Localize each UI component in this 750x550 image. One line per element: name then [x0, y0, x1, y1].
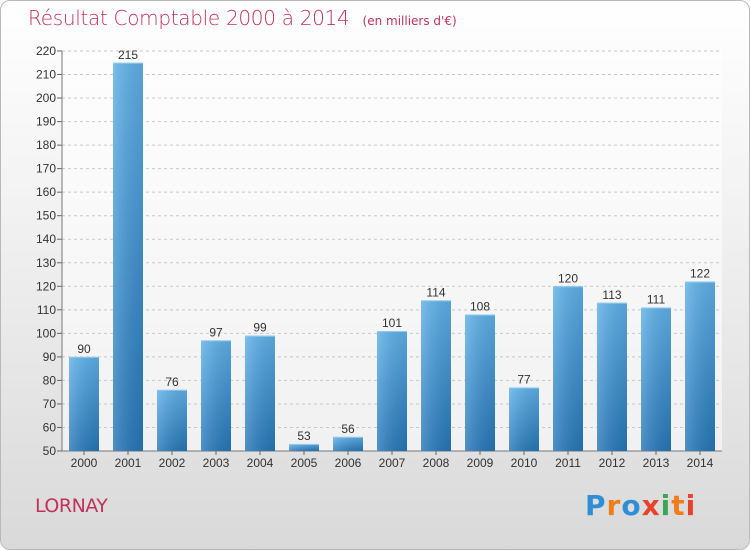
- value-label-2006: 56: [341, 422, 355, 436]
- value-label-2009: 108: [470, 300, 490, 314]
- x-tick-label-2005: 2005: [291, 456, 318, 470]
- bar-shade-2004: [245, 335, 275, 451]
- logo-letter: x: [641, 489, 661, 522]
- x-tick-label-2011: 2011: [555, 456, 581, 470]
- bar-shade-2012: [597, 302, 627, 451]
- y-tick-label: 80: [43, 373, 57, 387]
- y-tick-label: 210: [36, 68, 56, 82]
- value-label-2010: 77: [517, 372, 531, 386]
- logo-letter: r: [606, 489, 622, 522]
- value-label-2003: 97: [209, 325, 223, 339]
- value-label-2000: 90: [77, 342, 91, 356]
- x-tick-label-2008: 2008: [423, 456, 450, 470]
- x-tick-label-2000: 2000: [71, 456, 98, 470]
- value-label-2008: 114: [426, 285, 445, 299]
- commune-name: LORNAY: [35, 495, 108, 517]
- bar-shade-2010: [509, 387, 539, 451]
- bar-shade-2007: [377, 331, 407, 451]
- value-label-2005: 53: [297, 429, 311, 443]
- y-tick-label: 150: [36, 209, 56, 223]
- x-tick-label-2006: 2006: [335, 456, 362, 470]
- y-tick-label: 50: [43, 444, 57, 458]
- logo-letter: i: [685, 489, 697, 522]
- value-label-2004: 99: [253, 321, 267, 335]
- y-tick-label: 160: [36, 185, 56, 199]
- bar-shade-2006: [333, 436, 363, 451]
- value-label-2013: 111: [647, 292, 666, 306]
- value-label-2002: 76: [165, 375, 179, 389]
- y-tick-label: 140: [36, 232, 56, 246]
- x-tick-label-2012: 2012: [599, 456, 626, 470]
- bar-shade-2000: [69, 356, 99, 451]
- logo-letter: i: [660, 489, 672, 522]
- y-tick-label: 60: [43, 420, 57, 434]
- x-tick-label-2001: 2001: [115, 456, 142, 470]
- x-tick-label-2002: 2002: [159, 456, 186, 470]
- x-tick-label-2004: 2004: [247, 456, 274, 470]
- y-tick-label: 190: [36, 115, 56, 129]
- x-tick-label-2007: 2007: [379, 456, 406, 470]
- x-tick-label-2010: 2010: [511, 456, 538, 470]
- y-tick-label: 70: [43, 397, 57, 411]
- x-tick-label-2009: 2009: [467, 456, 494, 470]
- bar-shade-2008: [421, 300, 451, 451]
- y-tick-label: 170: [36, 162, 56, 176]
- logo-letter: o: [621, 489, 642, 522]
- logo-letter: P: [585, 489, 607, 522]
- unit-note: (en milliers d'€): [362, 14, 457, 28]
- x-tick-label-2003: 2003: [203, 456, 230, 470]
- value-label-2007: 101: [382, 316, 402, 330]
- y-tick-label: 110: [37, 303, 56, 317]
- x-tick-label-2014: 2014: [687, 456, 714, 470]
- y-tick-label: 220: [36, 44, 56, 58]
- bar-shade-2011: [553, 286, 583, 451]
- bar-shade-2014: [685, 281, 715, 451]
- bar-layer: [69, 62, 715, 451]
- chart-title: Résultat Comptable 2000 à 2014: [28, 6, 350, 30]
- value-label-2014: 122: [690, 267, 710, 281]
- y-tick-label: 180: [36, 138, 56, 152]
- title-row: Résultat Comptable 2000 à 2014 (en milli…: [28, 6, 457, 30]
- bar-shade-2002: [157, 389, 187, 451]
- value-label-2012: 113: [602, 288, 621, 302]
- y-tick-label: 200: [36, 91, 56, 105]
- bar-shade-2001: [113, 62, 143, 451]
- y-tick-label: 120: [36, 279, 56, 293]
- label-layer: 90 215 76 97 99 53 56 101 114 108 77 120 113 111 122: [77, 48, 710, 443]
- axis-layer: 50 60 70 80 90 100 110 120 130 140 150 160 170 180 190…: [36, 44, 722, 470]
- logo-letter: t: [671, 489, 686, 522]
- y-tick-label: 90: [43, 350, 57, 364]
- proxiti-logo[interactable]: Proxiti: [585, 489, 696, 522]
- value-label-2011: 120: [558, 271, 578, 285]
- bar-shade-2013: [641, 307, 671, 451]
- bar-shade-2009: [465, 314, 495, 451]
- x-tick-label-2013: 2013: [643, 456, 670, 470]
- y-tick-label: 100: [36, 326, 56, 340]
- bar-shade-2005: [289, 443, 319, 451]
- value-label-2001: 215: [118, 48, 138, 62]
- y-tick-label: 130: [36, 256, 56, 270]
- bar-shade-2003: [201, 340, 231, 451]
